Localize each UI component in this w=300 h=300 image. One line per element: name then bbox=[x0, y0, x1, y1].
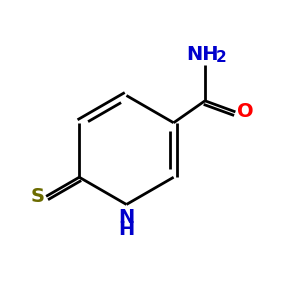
Text: S: S bbox=[31, 187, 45, 206]
Text: O: O bbox=[237, 102, 253, 122]
Text: 2: 2 bbox=[216, 50, 227, 65]
Text: N: N bbox=[118, 208, 135, 227]
Text: NH: NH bbox=[186, 45, 218, 64]
Text: H: H bbox=[118, 220, 135, 239]
